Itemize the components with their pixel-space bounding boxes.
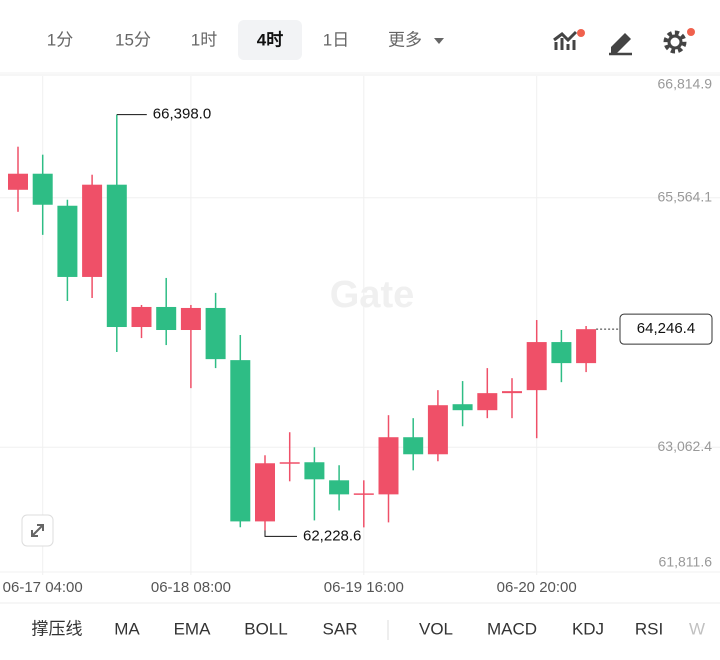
candle-body <box>57 205 78 277</box>
candle-body <box>403 437 424 455</box>
low-label: 62,228.6 <box>303 527 361 544</box>
indicator-tab[interactable]: MA <box>114 619 140 638</box>
timeframe-tab[interactable]: 15分 <box>115 30 151 49</box>
indicator-tab[interactable]: MACD <box>487 619 537 638</box>
candle-body <box>279 462 300 464</box>
indicator-tab[interactable]: VOL <box>419 619 453 638</box>
indicator-bar: 撑压线 MA EMA BOLL SAR VOL MACD KDJ RSI W <box>32 619 706 638</box>
watermark: Gate <box>330 274 414 316</box>
timeframe-tab[interactable]: 4时 <box>257 30 283 49</box>
indicator-tab[interactable]: EMA <box>174 619 212 638</box>
indicator-tab[interactable]: BOLL <box>244 619 287 638</box>
x-tick-label: 06-17 04:00 <box>3 579 83 596</box>
timeframe-tab[interactable]: 1日 <box>323 30 349 49</box>
draw-icon[interactable] <box>609 33 632 56</box>
high-label: 66,398.0 <box>153 106 211 123</box>
candle-body <box>106 184 127 328</box>
timeframe-tab[interactable]: 1分 <box>47 30 73 49</box>
candle-body <box>131 306 152 328</box>
candle-body <box>502 391 522 394</box>
low-pointer <box>264 530 297 537</box>
candle-body <box>329 480 350 495</box>
candle-body <box>526 342 547 391</box>
last-price-box <box>619 313 713 345</box>
candle-body <box>8 173 28 190</box>
candle-body <box>477 393 498 411</box>
y-tick-label: 63,062.4 <box>658 438 713 454</box>
candle-body <box>452 404 473 411</box>
indicator-tab[interactable]: RSI <box>635 619 663 638</box>
candle-body <box>576 329 597 364</box>
candle-body <box>353 493 374 495</box>
expand-button[interactable] <box>21 514 54 547</box>
dropdown-arrow <box>434 38 444 44</box>
candle-body <box>230 360 251 522</box>
y-tick-label: 61,811.6 <box>659 554 713 570</box>
candle-body <box>82 184 103 277</box>
last-price-label: 64,246.4 <box>637 320 695 337</box>
candle-body <box>156 306 177 331</box>
y-tick-label: 66,814.9 <box>658 76 713 92</box>
candle-body <box>180 307 201 331</box>
active-tab-bg <box>238 20 302 60</box>
timeframe-bar: 1分 15分 1时 4时 1日 更多 <box>47 20 444 60</box>
x-tick-label: 06-19 16:00 <box>324 579 404 596</box>
candlestick-chart: Gate 61,811.6 63,062.4 65,564.1 66,814.9 06-1… <box>0 72 720 596</box>
indicator-tab[interactable]: KDJ <box>572 619 604 638</box>
timeframe-tab[interactable]: 更多 <box>388 30 422 49</box>
x-tick-label: 06-20 20:00 <box>497 579 577 596</box>
y-tick-label: 65,564.1 <box>658 188 713 204</box>
candle-body <box>205 307 226 360</box>
candle-body <box>427 405 448 455</box>
indicator-tab[interactable]: 撑压线 <box>32 619 83 638</box>
candle-body <box>32 173 53 205</box>
candle-body <box>304 462 325 480</box>
candle-body <box>255 463 275 522</box>
indicator-tab[interactable]: SAR <box>323 619 358 638</box>
toolbar-icons <box>553 28 695 56</box>
timeframe-tab[interactable]: 1时 <box>191 30 217 49</box>
candle-body <box>378 437 399 495</box>
x-tick-label: 06-18 08:00 <box>151 579 231 596</box>
candle-body <box>551 342 572 364</box>
settings-icon[interactable] <box>663 28 695 54</box>
indicator-tab[interactable]: W <box>689 619 705 638</box>
indicator-icon[interactable] <box>553 29 585 50</box>
